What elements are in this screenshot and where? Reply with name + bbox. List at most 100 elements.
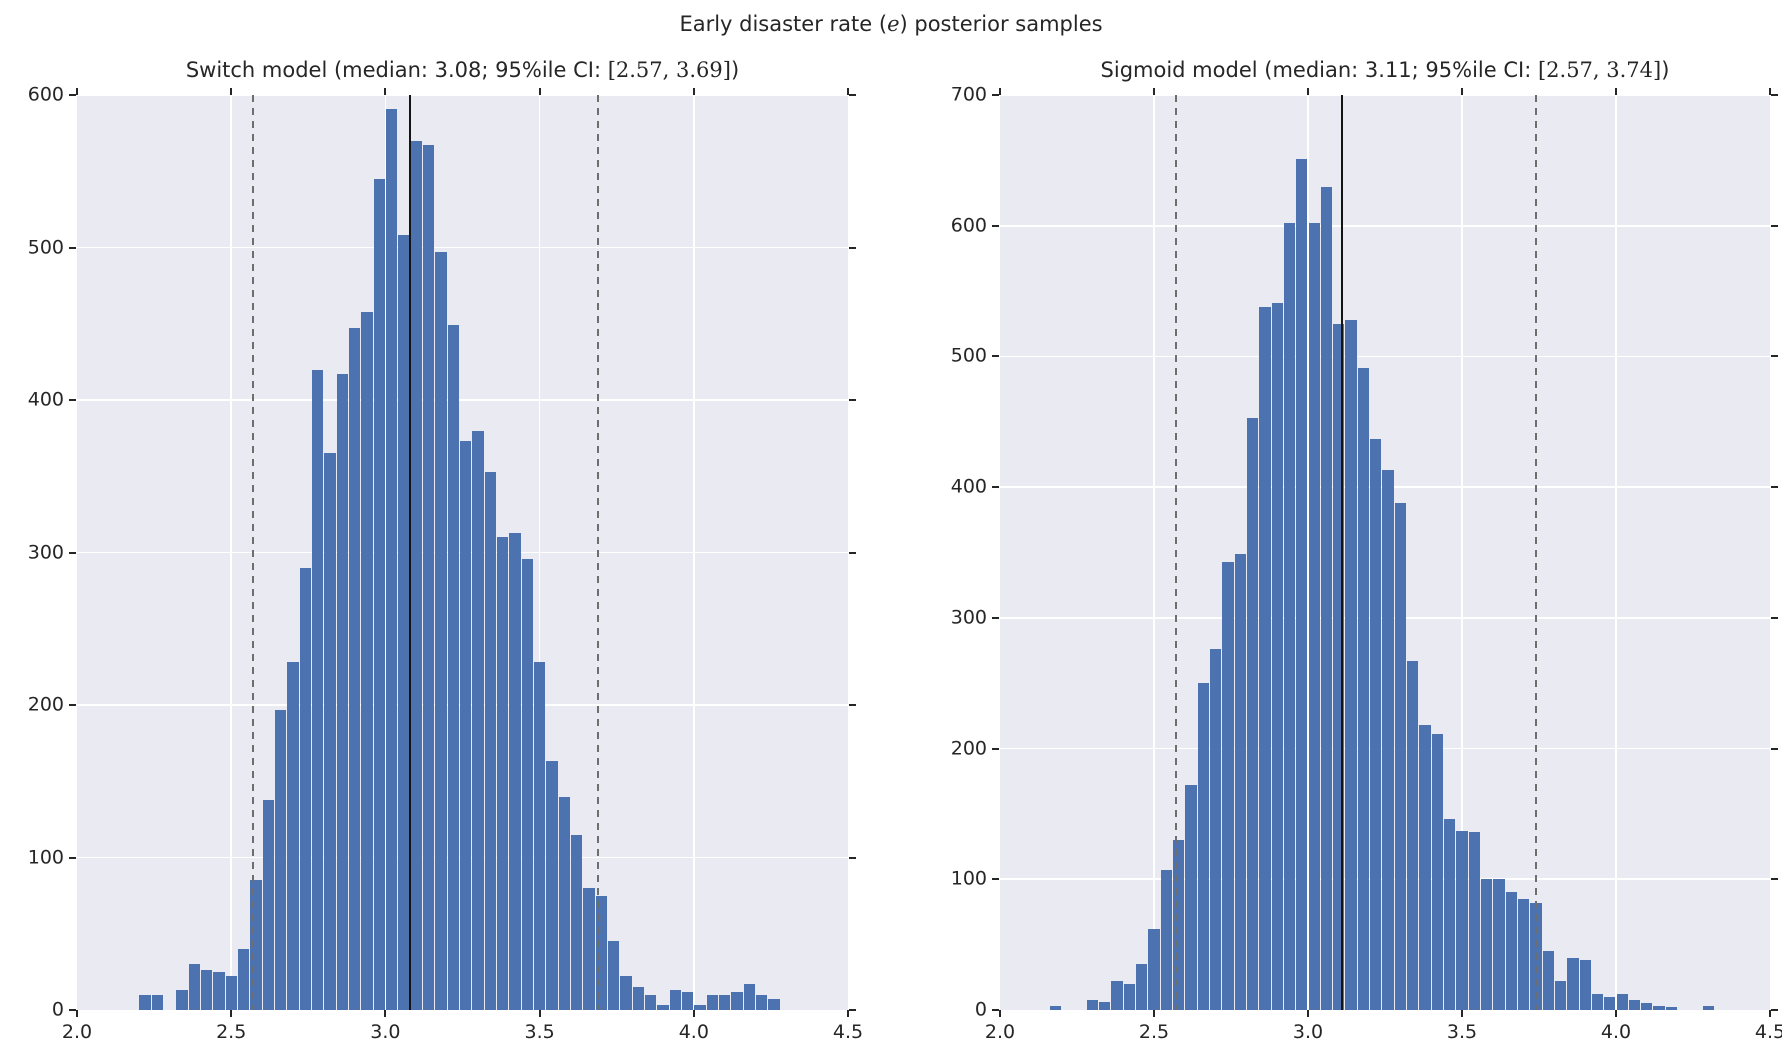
histogram-bar — [139, 994, 151, 1010]
y-tick-label: 600 — [950, 214, 987, 237]
y-gridline — [77, 246, 848, 249]
histogram-bar — [718, 994, 731, 1010]
histogram-bar — [151, 994, 163, 1010]
y-gridline — [1000, 94, 1770, 96]
y-tick-mark-right — [849, 246, 856, 249]
y-tick-mark-right — [849, 399, 856, 401]
y-tick-mark — [69, 1009, 76, 1011]
y-tick-mark — [69, 399, 76, 401]
subplot-switch-model: 2.0 2.5 3.0 3.5 4.0 4.5 0 100 200 300 400 500 600 Sw… — [28, 58, 863, 1042]
x-tick-mark-top — [1615, 88, 1617, 95]
x-tick-label: 2.5 — [216, 1021, 247, 1043]
histogram-bar — [1148, 928, 1160, 1010]
x-tick-label: 4.5 — [1754, 1021, 1782, 1043]
x-gridline — [1153, 95, 1155, 1010]
y-tick-mark — [69, 94, 76, 96]
x-tick-mark-top — [384, 88, 387, 95]
histogram-bar — [1357, 368, 1370, 1010]
x-gridline — [230, 95, 232, 1010]
histogram-bar — [250, 880, 262, 1010]
y-tick-mark-right — [1771, 224, 1778, 227]
y-tick-mark-right — [849, 1009, 856, 1011]
histogram-bar — [274, 709, 287, 1010]
x-tick-label: 3.5 — [524, 1021, 555, 1043]
x-tick-mark-top — [76, 88, 78, 95]
histogram-bar — [1136, 964, 1148, 1010]
histogram-bar — [533, 662, 546, 1010]
histogram-bar — [1394, 502, 1407, 1010]
histogram-bar — [398, 235, 410, 1010]
x-tick-label: 4.0 — [678, 1021, 709, 1043]
histogram-bar — [1172, 840, 1185, 1010]
histogram-bar — [1468, 832, 1480, 1010]
y-tick-mark — [69, 856, 76, 859]
histogram-bar — [607, 941, 620, 1010]
histogram-bar — [385, 108, 398, 1010]
median-line — [1340, 95, 1343, 1010]
x-gridline — [384, 95, 387, 1010]
y-tick-mark-right — [1771, 878, 1778, 881]
histogram-bar — [1419, 725, 1431, 1010]
y-tick-mark — [69, 551, 76, 554]
histogram-bar — [1222, 561, 1234, 1010]
histogram-bar — [706, 994, 718, 1010]
x-tick-label: 4.0 — [1600, 1021, 1632, 1043]
ci-bound-line — [1174, 95, 1177, 1010]
histogram-bar — [1271, 302, 1283, 1010]
x-tick-label: 3.0 — [1292, 1021, 1324, 1043]
y-tick-label: 200 — [27, 693, 64, 716]
histogram-bar — [768, 999, 780, 1010]
histogram-bar — [1444, 819, 1456, 1010]
histogram-bar — [546, 761, 558, 1010]
y-tick-mark-right — [1771, 94, 1778, 96]
y-tick-mark-right — [1771, 486, 1778, 489]
histogram-bar — [1407, 661, 1419, 1010]
y-tick-mark-right — [849, 551, 856, 554]
histogram-bar — [644, 994, 657, 1010]
histogram-bar — [1209, 649, 1222, 1010]
histogram-bar — [583, 888, 595, 1010]
histogram-bar — [188, 964, 200, 1010]
median-line — [408, 95, 412, 1010]
x-tick-mark-top — [1769, 88, 1771, 95]
x-tick-mark-top — [847, 88, 849, 95]
histogram-bar — [472, 430, 484, 1010]
y-tick-mark — [992, 486, 999, 489]
y-tick-label: 100 — [950, 867, 987, 890]
x-gridline — [693, 95, 695, 1010]
x-gridline — [1615, 95, 1617, 1010]
x-tick-mark — [1307, 1010, 1309, 1017]
histogram-bar — [743, 984, 755, 1010]
histogram-bar — [361, 311, 373, 1010]
histogram-bar — [447, 325, 459, 1010]
histogram-bar — [1542, 951, 1554, 1010]
suptitle-text-suffix: ) posterior samples — [899, 12, 1103, 36]
histogram-bar — [1604, 996, 1616, 1010]
y-tick-label: 400 — [27, 388, 64, 411]
histogram-bar — [1197, 683, 1209, 1010]
y-tick-mark-right — [849, 856, 856, 859]
y-tick-mark — [992, 616, 999, 619]
histogram-bar — [620, 976, 632, 1010]
x-tick-mark-top — [1461, 88, 1463, 95]
y-tick-mark — [992, 878, 999, 881]
y-tick-mark-right — [1771, 747, 1778, 750]
histogram-bar — [1653, 1006, 1665, 1010]
y-tick-label: 0 — [974, 998, 987, 1021]
histogram-bar — [1554, 981, 1567, 1010]
x-tick-mark-top — [1153, 88, 1155, 95]
x-tick-label: 2.0 — [61, 1021, 93, 1043]
histogram-bar — [1579, 960, 1591, 1010]
y-tick-mark-right — [1771, 616, 1778, 619]
histogram-bar — [1283, 223, 1296, 1010]
histogram-bar — [1259, 306, 1271, 1010]
x-tick-mark — [76, 1010, 78, 1017]
histogram-bar — [1382, 470, 1394, 1010]
y-gridline — [1000, 224, 1770, 227]
subplot-sigmoid-model: 2.0 2.5 3.0 3.5 4.0 4.5 0 100 200 300 400 500 600 700… — [951, 58, 1782, 1042]
x-gridline — [538, 95, 541, 1010]
y-tick-mark — [69, 704, 76, 706]
y-tick-label: 300 — [27, 541, 64, 563]
histogram-bar — [632, 987, 644, 1010]
